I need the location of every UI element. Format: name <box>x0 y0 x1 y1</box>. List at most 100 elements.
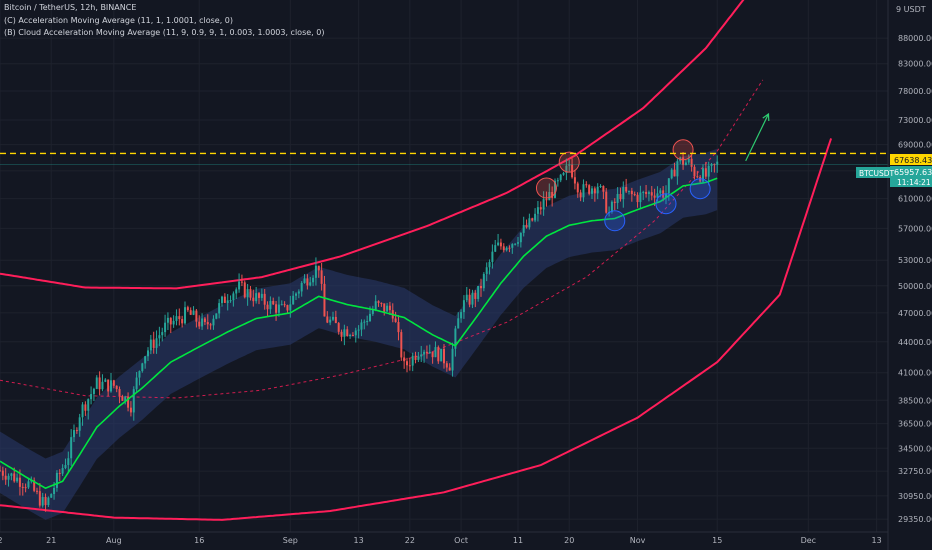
y-tick-label: 30950.00 <box>898 492 932 501</box>
symbol-title[interactable]: Bitcoin / TetherUS, 12h, BINANCE <box>4 3 137 12</box>
candle-body <box>480 285 482 289</box>
candle-body <box>41 497 44 506</box>
candle-body <box>716 161 719 165</box>
candle-body <box>363 321 366 323</box>
candle-body <box>616 193 619 203</box>
candle-body <box>44 497 47 506</box>
candle-body <box>198 321 201 327</box>
candle-body <box>303 278 306 283</box>
candle-body <box>684 162 687 166</box>
x-tick-label: 22 <box>405 536 415 545</box>
candle-body <box>471 292 474 305</box>
candle-body <box>462 300 465 313</box>
x-tick-label: 11 <box>513 536 523 545</box>
candle-body <box>562 173 565 175</box>
candle-body <box>155 338 158 348</box>
candle-body <box>554 180 556 198</box>
candle-body <box>383 303 386 312</box>
candle-body <box>255 293 258 302</box>
candle-body <box>508 247 511 249</box>
candle-body <box>263 293 266 305</box>
swing-high-marker <box>672 139 694 161</box>
candle-body <box>431 351 434 358</box>
candle-body <box>454 328 457 349</box>
candle-body <box>64 465 67 469</box>
candle-body <box>451 348 454 371</box>
upper-arc <box>0 0 745 290</box>
candle-body <box>55 472 58 488</box>
candle-body <box>579 192 582 198</box>
candle-body <box>292 295 295 305</box>
candle-body <box>699 176 702 182</box>
candle-body <box>84 404 87 411</box>
candle-body <box>252 297 255 302</box>
candle-body <box>414 355 417 360</box>
candle-body <box>223 296 226 303</box>
candle-body <box>343 329 346 337</box>
y-tick-label: 50000.00 <box>898 282 932 291</box>
candle-body <box>87 399 90 411</box>
candle-body <box>232 293 235 301</box>
candle-body <box>357 329 360 331</box>
lower-arc <box>0 138 833 521</box>
y-tick-label: 61000.00 <box>898 195 932 204</box>
x-tick-label: Sep <box>283 536 298 545</box>
candle-body <box>138 371 141 378</box>
price-badges: 67638.43 65957.63 11:14:21 BTCUSDT <box>856 154 932 187</box>
candle-body <box>565 165 568 174</box>
candle-body <box>534 213 537 221</box>
candle-body <box>332 316 334 320</box>
candle-body <box>4 475 7 480</box>
candle-body <box>696 176 699 178</box>
swing-high-marker <box>535 177 557 199</box>
candle-body <box>417 356 420 360</box>
candle-body <box>369 313 371 322</box>
candle-body <box>596 186 599 194</box>
candle-body <box>588 185 591 194</box>
candle-body <box>121 396 124 401</box>
candle-body <box>585 184 588 186</box>
candle-body <box>499 242 502 247</box>
candle-body <box>0 470 1 472</box>
y-tick-label: 36500.00 <box>898 420 932 429</box>
candle-body <box>707 165 710 177</box>
candle-body <box>297 291 300 294</box>
candle-body <box>181 319 184 324</box>
candle-body <box>386 305 389 312</box>
candle-body <box>192 310 195 315</box>
candle-body <box>24 487 27 489</box>
candle-body <box>78 417 81 431</box>
candle-body <box>360 322 363 330</box>
x-tick-label: Aug <box>106 536 122 545</box>
candle-body <box>280 304 283 306</box>
candle-body <box>528 218 531 228</box>
candle-body <box>246 289 249 298</box>
candle-body <box>260 293 263 298</box>
candle-body <box>326 316 329 323</box>
candle-body <box>206 322 209 325</box>
swing-high-marker <box>558 151 580 173</box>
swing-markers <box>535 139 711 232</box>
candle-body <box>687 158 690 163</box>
candle-body <box>351 334 354 336</box>
indicator-c-label[interactable]: (C) Acceleration Moving Average (11, 1, … <box>4 15 234 25</box>
candle-body <box>536 207 539 214</box>
candle-body <box>448 367 451 371</box>
candle-body <box>53 487 56 495</box>
indicator-b-label[interactable]: (B) Cloud Acceleration Moving Average (1… <box>4 28 325 37</box>
candle-body <box>525 225 528 228</box>
candle-body <box>710 164 713 166</box>
candle-body <box>425 351 428 354</box>
candle-body <box>158 335 161 339</box>
candle-body <box>494 245 497 252</box>
candle-body <box>511 244 514 248</box>
candle-body <box>104 379 107 382</box>
candle-body <box>599 186 602 188</box>
candle-body <box>221 296 223 304</box>
candle-body <box>309 282 312 286</box>
candle-body <box>457 318 460 329</box>
candle-body <box>283 304 286 306</box>
